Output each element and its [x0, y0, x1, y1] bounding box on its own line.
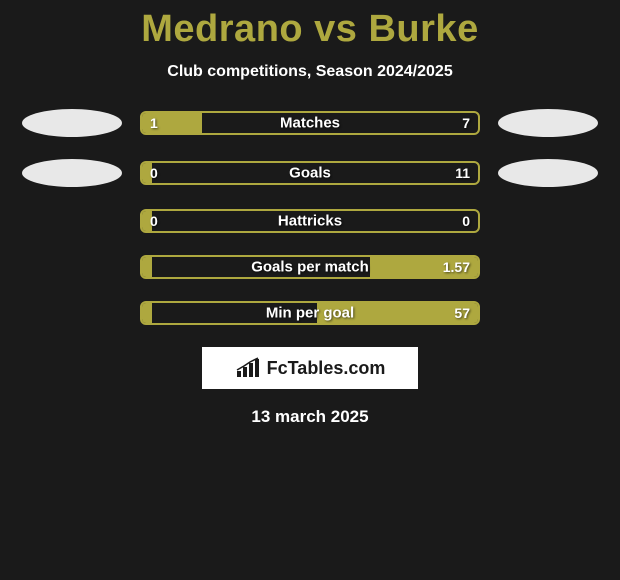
- subtitle: Club competitions, Season 2024/2025: [0, 63, 620, 81]
- value-right: 1.57: [443, 259, 470, 275]
- logo-text: FcTables.com: [267, 358, 386, 379]
- bar-label: Matches: [142, 115, 478, 132]
- team-badge-right: [498, 109, 598, 137]
- bar-track: Hattricks0 0: [140, 209, 480, 233]
- bar-label: Hattricks: [142, 213, 478, 230]
- value-right: 7: [462, 115, 470, 131]
- team-badge-right: [498, 159, 598, 187]
- stat-row: Min per goal57: [0, 301, 620, 325]
- bar-track: Goals per match1.57: [140, 255, 480, 279]
- bar-label: Goals per match: [142, 259, 478, 276]
- stat-row: Goals per match1.57: [0, 255, 620, 279]
- date-text: 13 march 2025: [0, 407, 620, 427]
- bar-track: Min per goal57: [140, 301, 480, 325]
- team-badge-left: [22, 159, 122, 187]
- value-right: 0: [462, 213, 470, 229]
- site-logo: FcTables.com: [202, 347, 418, 389]
- value-right: 57: [454, 305, 470, 321]
- value-left: 1: [150, 115, 158, 131]
- bar-chart-icon: [235, 357, 261, 379]
- bar-label: Goals: [142, 165, 478, 182]
- bar-track: Goals0 11: [140, 161, 480, 185]
- value-left: 0: [150, 213, 158, 229]
- bar-track: Matches1 7: [140, 111, 480, 135]
- stat-row: Goals0 11: [0, 159, 620, 187]
- page-title: Medrano vs Burke: [0, 0, 620, 51]
- comparison-chart: Matches17Goals011Hattricks00Goals per ma…: [0, 109, 620, 325]
- value-left: 0: [150, 165, 158, 181]
- team-badge-left: [22, 109, 122, 137]
- stat-row: Hattricks0 0: [0, 209, 620, 233]
- value-right: 11: [455, 165, 470, 181]
- bar-label: Min per goal: [142, 305, 478, 322]
- stat-row: Matches1 7: [0, 109, 620, 137]
